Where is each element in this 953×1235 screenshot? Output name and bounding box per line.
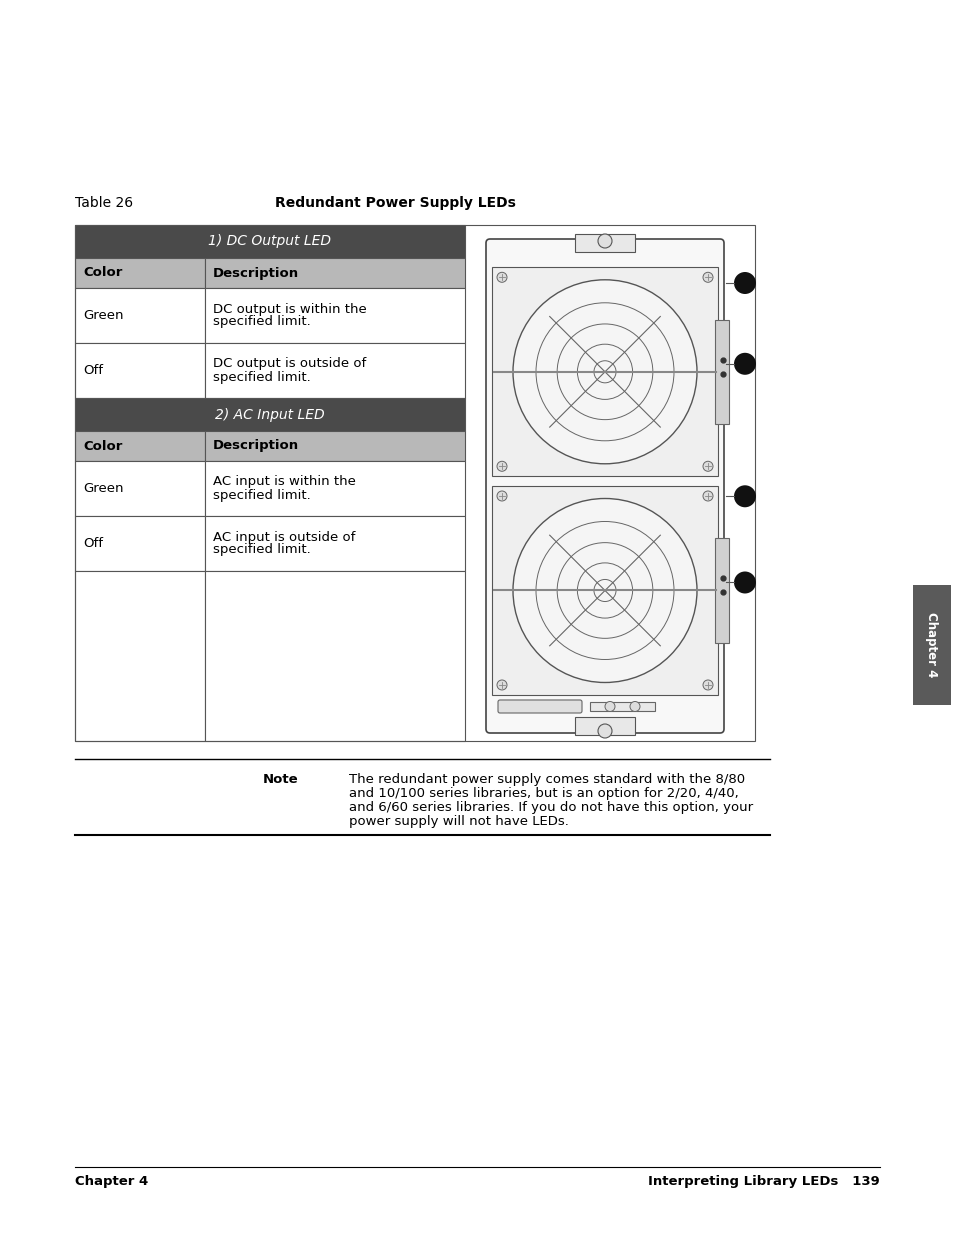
Text: Interpreting Library LEDs   139: Interpreting Library LEDs 139 (648, 1174, 879, 1188)
Bar (205, 516, 464, 571)
Text: Description: Description (213, 267, 299, 279)
Text: Chapter 4: Chapter 4 (75, 1174, 148, 1188)
Bar (492, 487, 718, 695)
Text: specified limit.: specified limit. (213, 315, 311, 329)
Text: specified limit.: specified limit. (213, 489, 311, 501)
Bar (205, 258, 464, 288)
Bar (75, 258, 205, 288)
Circle shape (497, 680, 506, 690)
Text: Table 26: Table 26 (75, 196, 133, 210)
Bar (912, 585, 950, 705)
Circle shape (733, 572, 755, 594)
Text: Redundant Power Supply LEDs: Redundant Power Supply LEDs (274, 196, 516, 210)
Circle shape (513, 499, 697, 683)
Text: Chapter 4: Chapter 4 (924, 613, 938, 678)
Text: Green: Green (83, 309, 123, 322)
Bar (75, 431, 205, 461)
Circle shape (497, 272, 506, 283)
Bar (75, 343, 205, 398)
Bar (75, 288, 205, 343)
Circle shape (702, 492, 712, 501)
Text: AC input is outside of: AC input is outside of (213, 531, 355, 543)
Text: Off: Off (83, 537, 103, 550)
Text: DC output is outside of: DC output is outside of (213, 357, 366, 370)
Bar (205, 571, 464, 741)
Circle shape (513, 280, 697, 464)
Circle shape (733, 272, 755, 294)
Text: and 6/60 series libraries. If you do not have this option, your: and 6/60 series libraries. If you do not… (349, 802, 752, 814)
Circle shape (702, 462, 712, 472)
Text: 2) AC Input LED: 2) AC Input LED (215, 408, 324, 421)
Text: Color: Color (83, 440, 122, 452)
FancyBboxPatch shape (497, 700, 581, 713)
FancyBboxPatch shape (485, 240, 723, 734)
Circle shape (733, 353, 755, 374)
Bar (714, 320, 728, 424)
Bar (75, 225, 754, 741)
Circle shape (497, 492, 506, 501)
Circle shape (598, 233, 612, 248)
Text: Off: Off (83, 364, 103, 377)
Bar (75, 571, 205, 741)
Text: 1) DC Output LED: 1) DC Output LED (209, 235, 331, 248)
Text: specified limit.: specified limit. (213, 370, 311, 384)
Bar (205, 343, 464, 398)
Text: power supply will not have LEDs.: power supply will not have LEDs. (349, 815, 568, 827)
Text: DC output is within the: DC output is within the (213, 303, 366, 315)
Text: Note: Note (263, 773, 298, 785)
Bar (589, 701, 655, 711)
Circle shape (497, 462, 506, 472)
Bar (205, 431, 464, 461)
Bar (205, 461, 464, 516)
Bar (75, 398, 464, 431)
Bar (75, 516, 205, 571)
Circle shape (604, 701, 615, 711)
Text: and 10/100 series libraries, but is an option for 2/20, 4/40,: and 10/100 series libraries, but is an o… (349, 787, 738, 800)
Text: Description: Description (213, 440, 299, 452)
Text: specified limit.: specified limit. (213, 543, 311, 557)
Bar (492, 267, 718, 477)
Bar (75, 461, 205, 516)
Bar (575, 718, 635, 735)
Text: Green: Green (83, 482, 123, 495)
Circle shape (702, 680, 712, 690)
Text: The redundant power supply comes standard with the 8/80: The redundant power supply comes standar… (349, 773, 744, 785)
Bar (714, 538, 728, 642)
Text: AC input is within the: AC input is within the (213, 475, 355, 489)
Circle shape (598, 724, 612, 739)
Bar (575, 233, 635, 252)
Bar (75, 225, 464, 258)
Circle shape (733, 485, 755, 508)
Circle shape (702, 272, 712, 283)
Bar (205, 288, 464, 343)
Text: Color: Color (83, 267, 122, 279)
Circle shape (629, 701, 639, 711)
